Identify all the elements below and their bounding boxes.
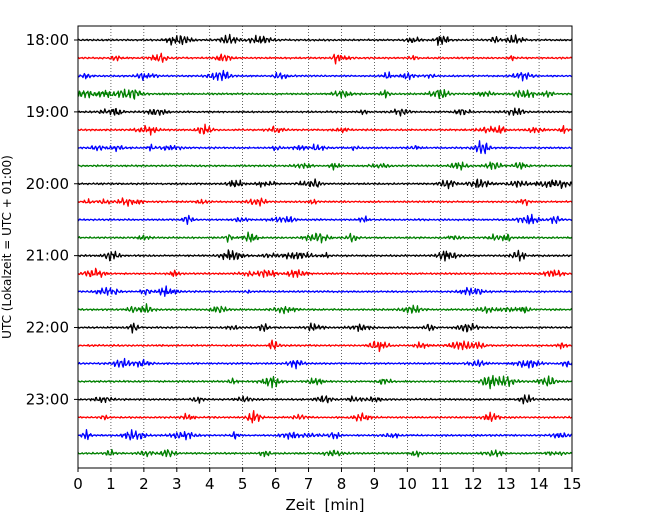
y-tick-label: 20:00 bbox=[26, 175, 69, 193]
trace-line bbox=[77, 33, 573, 46]
x-tick-label: 13 bbox=[497, 475, 516, 493]
trace-line bbox=[77, 394, 573, 405]
y-tick-label: 23:00 bbox=[26, 390, 69, 408]
trace-line bbox=[77, 123, 573, 136]
trace-line bbox=[77, 357, 573, 370]
trace-line bbox=[77, 285, 573, 297]
trace-line bbox=[77, 197, 573, 207]
x-tick-label: 1 bbox=[106, 475, 116, 493]
x-tick-label: 10 bbox=[398, 475, 417, 493]
y-tick-label: 22:00 bbox=[26, 319, 69, 337]
x-axis-label: Zeit [min] bbox=[285, 496, 364, 514]
trace-line bbox=[77, 107, 573, 117]
trace-line bbox=[77, 213, 573, 225]
x-tick-label: 15 bbox=[562, 475, 581, 493]
trace-line bbox=[77, 322, 573, 334]
trace-line bbox=[77, 52, 573, 65]
x-tick-label: 9 bbox=[370, 475, 380, 493]
trace-line bbox=[77, 448, 573, 458]
x-axis-ticks: 0 1 2 3 4 5 6 7 8 9 10 11 12 13 14 15 bbox=[73, 468, 582, 493]
x-tick-label: 2 bbox=[139, 475, 149, 493]
x-tick-label: 12 bbox=[464, 475, 483, 493]
trace-line bbox=[77, 231, 573, 244]
x-tick-label: 3 bbox=[172, 475, 182, 493]
trace-line bbox=[77, 178, 573, 190]
y-axis-ticks: 18:00 19:00 20:00 21:00 22:00 23:00 bbox=[26, 31, 78, 408]
plot-frame bbox=[77, 25, 573, 469]
y-tick-label: 18:00 bbox=[26, 31, 69, 49]
y-tick-label: 19:00 bbox=[26, 103, 69, 121]
trace-line bbox=[77, 429, 573, 441]
x-tick-label: 0 bbox=[73, 475, 83, 493]
x-tick-label: 6 bbox=[271, 475, 281, 493]
seismogram-traces bbox=[77, 33, 573, 458]
plot-area bbox=[78, 26, 572, 468]
trace-line bbox=[77, 303, 573, 315]
trace-line bbox=[77, 140, 573, 155]
x-tick-label: 11 bbox=[431, 475, 450, 493]
x-tick-label: 7 bbox=[304, 475, 314, 493]
trace-line bbox=[77, 249, 573, 262]
trace-line bbox=[77, 339, 573, 353]
trace-line bbox=[77, 88, 573, 100]
trace-line bbox=[77, 267, 573, 278]
trace-line bbox=[77, 69, 573, 82]
y-axis-label: UTC (Lokalzeit = UTC + 01:00) bbox=[0, 155, 14, 339]
x-tick-label: 14 bbox=[530, 475, 549, 493]
x-tick-label: 8 bbox=[337, 475, 347, 493]
y-tick-label: 21:00 bbox=[26, 247, 69, 265]
x-tick-label: 5 bbox=[238, 475, 248, 493]
x-tick-label: 4 bbox=[205, 475, 215, 493]
trace-line bbox=[77, 409, 573, 424]
trace-line bbox=[77, 161, 573, 171]
trace-line bbox=[77, 374, 573, 390]
